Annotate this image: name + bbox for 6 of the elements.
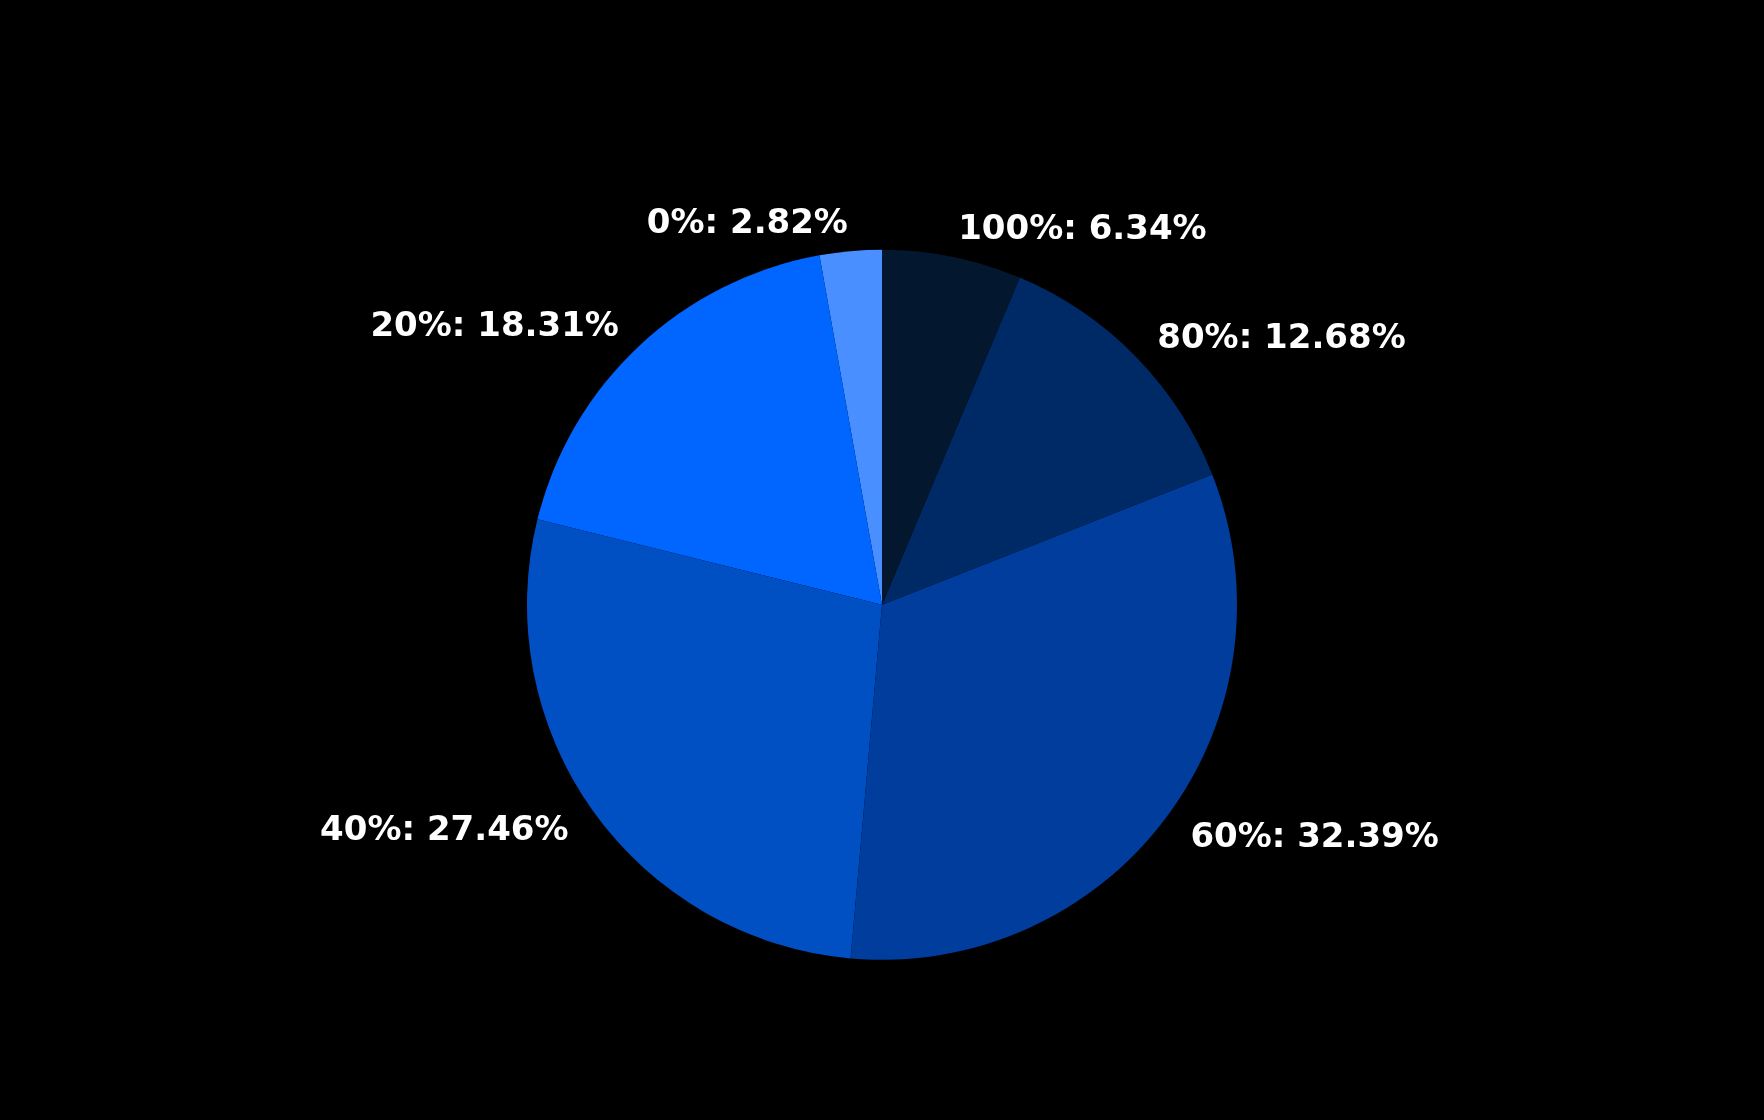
slice-label: 0%: 2.82% [646, 201, 848, 242]
slice-label: 100%: 6.34% [958, 207, 1207, 248]
slice-label: 20%: 18.31% [370, 303, 619, 344]
slice-label: 60%: 32.39% [1190, 815, 1439, 856]
slice-label: 80%: 12.68% [1157, 315, 1406, 356]
slice-label: 40%: 27.46% [320, 808, 569, 849]
